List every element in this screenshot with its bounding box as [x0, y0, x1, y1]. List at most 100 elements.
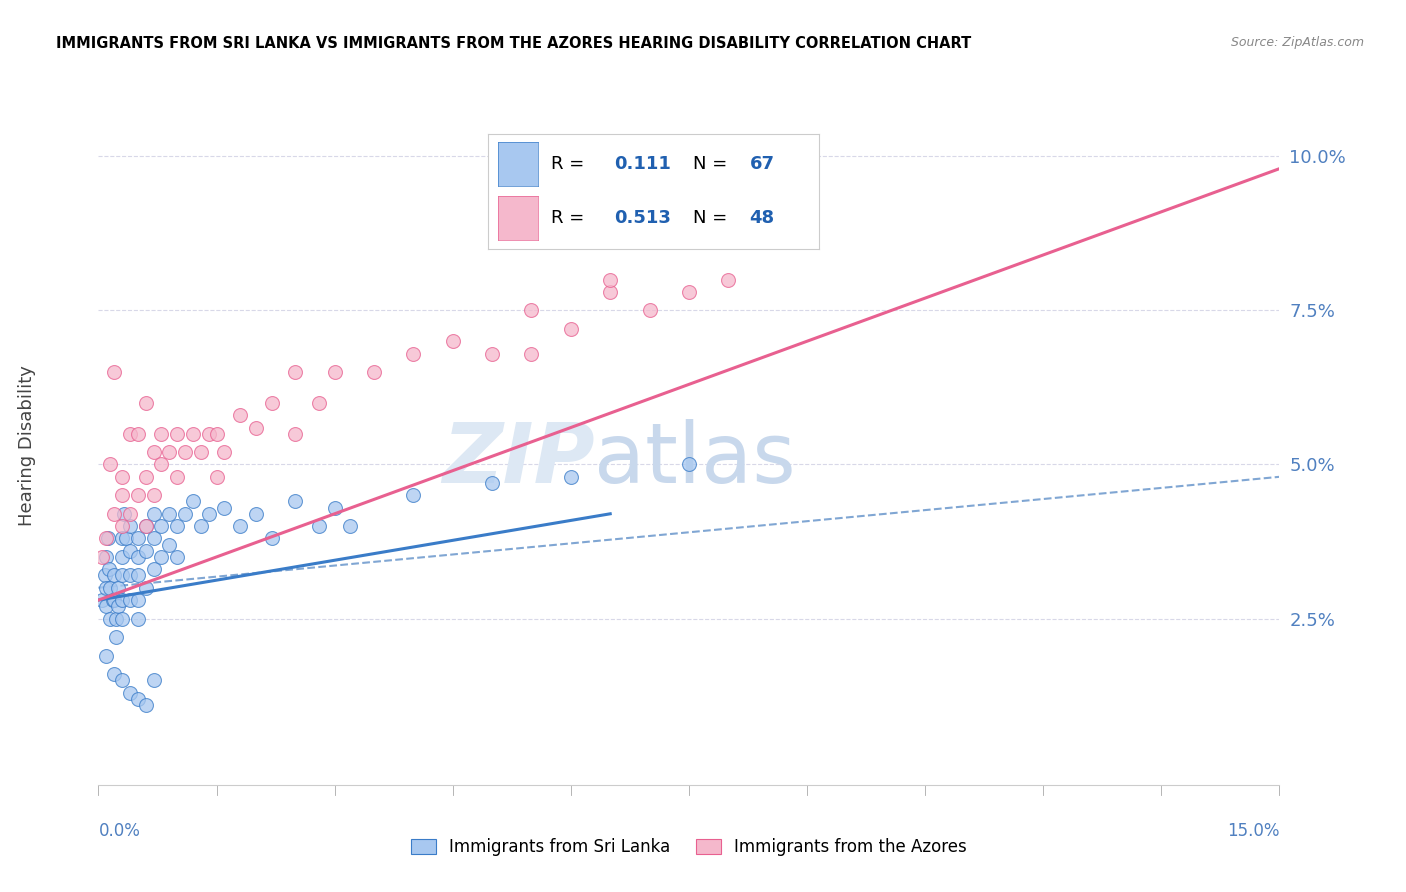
Point	[402, 346, 425, 360]
Point	[150, 426, 173, 441]
Point	[150, 519, 173, 533]
Point	[363, 365, 385, 379]
Point	[717, 272, 740, 286]
Point	[103, 667, 125, 681]
Point	[127, 593, 149, 607]
Point	[111, 470, 134, 484]
Point	[284, 426, 307, 441]
Point	[481, 475, 503, 490]
Point	[111, 568, 134, 582]
Point	[481, 346, 503, 360]
Point	[229, 408, 252, 422]
Point	[112, 507, 135, 521]
Point	[111, 488, 134, 502]
Point	[323, 500, 346, 515]
Point	[127, 611, 149, 625]
Point	[229, 519, 252, 533]
Point	[197, 426, 219, 441]
Point	[142, 445, 165, 459]
Point	[402, 488, 425, 502]
Point	[103, 568, 125, 582]
Point	[127, 426, 149, 441]
Point	[190, 445, 212, 459]
Point	[111, 532, 134, 546]
Point	[678, 458, 700, 472]
Point	[135, 698, 157, 712]
Point	[181, 426, 204, 441]
Point	[127, 549, 149, 564]
Point	[135, 581, 157, 595]
Point	[118, 568, 141, 582]
Point	[142, 507, 165, 521]
Point	[96, 532, 118, 546]
Point	[166, 519, 188, 533]
Point	[150, 549, 173, 564]
Point	[93, 568, 115, 582]
Point	[260, 396, 283, 410]
Point	[142, 562, 165, 576]
Point	[142, 673, 165, 688]
Text: Source: ZipAtlas.com: Source: ZipAtlas.com	[1230, 36, 1364, 49]
Point	[107, 581, 129, 595]
Point	[96, 599, 118, 614]
Text: 15.0%: 15.0%	[1227, 822, 1279, 840]
Point	[284, 494, 307, 508]
Point	[181, 494, 204, 508]
Point	[97, 532, 120, 546]
Point	[104, 630, 127, 644]
Point	[127, 568, 149, 582]
Point	[150, 458, 173, 472]
Point	[96, 648, 118, 663]
Point	[323, 365, 346, 379]
Point	[599, 285, 621, 299]
Point	[135, 396, 157, 410]
Point	[205, 426, 228, 441]
Text: 0.0%: 0.0%	[98, 822, 141, 840]
Text: IMMIGRANTS FROM SRI LANKA VS IMMIGRANTS FROM THE AZORES HEARING DISABILITY CORRE: IMMIGRANTS FROM SRI LANKA VS IMMIGRANTS …	[56, 36, 972, 51]
Point	[103, 507, 125, 521]
Point	[174, 507, 197, 521]
Point	[101, 593, 124, 607]
Point	[111, 593, 134, 607]
Point	[214, 500, 236, 515]
Point	[104, 611, 127, 625]
Point	[142, 488, 165, 502]
Point	[103, 365, 125, 379]
Point	[560, 470, 582, 484]
Point	[520, 346, 543, 360]
Point	[103, 593, 125, 607]
Point	[520, 303, 543, 318]
Point	[111, 611, 134, 625]
Point	[118, 593, 141, 607]
Point	[308, 396, 330, 410]
Point	[118, 507, 141, 521]
Point	[245, 420, 267, 434]
Y-axis label: Hearing Disability: Hearing Disability	[18, 366, 37, 526]
Point	[157, 538, 180, 552]
Point	[135, 470, 157, 484]
Point	[174, 445, 197, 459]
Point	[441, 334, 464, 349]
Point	[284, 365, 307, 379]
Point	[142, 532, 165, 546]
Point	[205, 470, 228, 484]
Text: atlas: atlas	[595, 419, 796, 500]
Point	[197, 507, 219, 521]
Point	[166, 426, 188, 441]
Point	[260, 532, 283, 546]
Point	[245, 507, 267, 521]
Point	[118, 426, 141, 441]
Point	[560, 322, 582, 336]
Point	[599, 272, 621, 286]
Point	[98, 458, 121, 472]
Point	[166, 549, 188, 564]
Point	[97, 562, 120, 576]
Point	[118, 543, 141, 558]
Point	[96, 581, 118, 595]
Point	[98, 581, 121, 595]
Point	[135, 543, 157, 558]
Point	[111, 549, 134, 564]
Point	[96, 549, 118, 564]
Point	[107, 599, 129, 614]
Text: ZIP: ZIP	[441, 419, 595, 500]
